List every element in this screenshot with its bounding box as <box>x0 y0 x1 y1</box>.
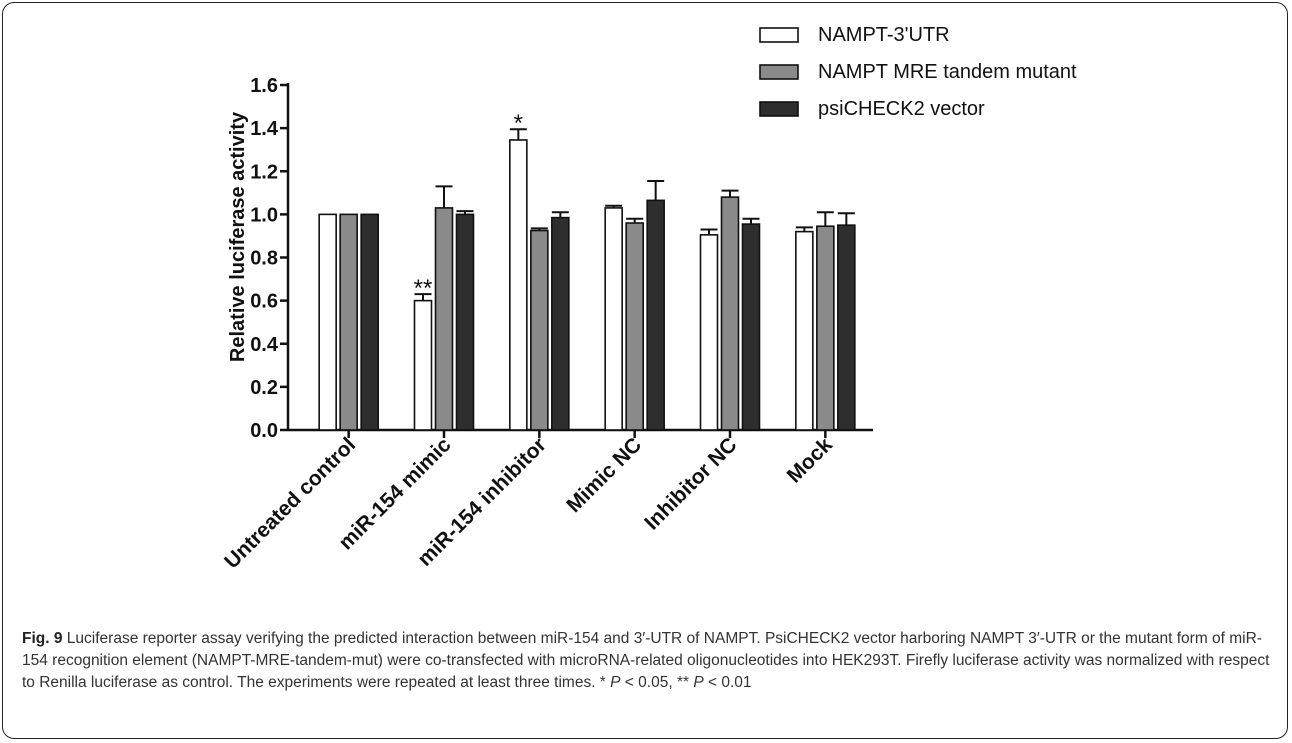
bar <box>795 230 814 431</box>
x-tick-label: Untreated control <box>220 433 360 573</box>
significance-mark: * <box>514 110 523 137</box>
bar <box>720 196 740 431</box>
bar <box>625 222 644 431</box>
bar-chart: 0.0 0.2 0.4 0.6 0.8 1.0 1.2 1.4 1.6 Untreated co… <box>220 24 1077 573</box>
bar <box>646 199 665 431</box>
y-tick-label: 0.6 <box>250 291 278 313</box>
y-tick-label: 0.4 <box>250 334 279 356</box>
bars <box>318 128 856 431</box>
bar <box>741 223 761 431</box>
bar <box>816 225 835 431</box>
x-tick-label: Mimic NC <box>562 433 646 517</box>
significance-mark: ** <box>414 275 433 302</box>
legend-label: NAMPT-3'UTR <box>818 24 950 46</box>
bar <box>509 139 528 431</box>
legend-label: psiCHECK2 vector <box>818 98 985 120</box>
y-tick-label: 1.0 <box>250 204 278 226</box>
x-tick-label: Inhibitor NC <box>640 433 741 534</box>
legend-swatch <box>759 27 799 43</box>
bar <box>699 234 719 431</box>
bar <box>339 213 358 431</box>
y-tick-label: 1.6 <box>250 75 278 97</box>
y-tick-label: 0.8 <box>250 248 278 270</box>
bar <box>318 213 337 431</box>
caption-text: Luciferase reporter assay verifying the … <box>22 630 1270 691</box>
caption-p1-value: < 0.05, ** <box>620 674 694 691</box>
bar <box>434 207 454 431</box>
bar <box>551 216 570 431</box>
y-tick-label: 1.4 <box>250 118 279 140</box>
caption-label: Fig. 9 <box>22 630 63 647</box>
y-tick-label: 1.2 <box>250 161 278 183</box>
caption-p2-value: < 0.01 <box>703 674 752 691</box>
caption-p1-symbol: P <box>610 674 621 691</box>
legend-label: NAMPT MRE tandem mutant <box>818 61 1077 83</box>
x-tick-label: Mock <box>783 433 837 487</box>
y-tick-label: 0.2 <box>250 377 278 399</box>
y-axis: 0.0 0.2 0.4 0.6 0.8 1.0 1.2 1.4 1.6 <box>250 75 290 442</box>
legend: NAMPT-3'UTR NAMPT MRE tandem mutant psiCHE… <box>759 24 1077 120</box>
caption-p2-symbol: P <box>693 674 704 691</box>
legend-swatch <box>759 101 799 117</box>
legend-swatch <box>759 64 799 80</box>
y-axis-label: Relative luciferase activity <box>227 111 249 362</box>
bar <box>413 299 433 431</box>
y-tick-label: 0.0 <box>250 420 278 442</box>
bar <box>360 213 379 431</box>
significance-annotations: *** <box>414 110 523 302</box>
bar <box>837 224 856 431</box>
bar <box>530 229 549 431</box>
figure-caption: Fig. 9 Luciferase reporter assay verifyi… <box>22 628 1272 694</box>
bar <box>604 207 623 431</box>
bar <box>455 213 475 431</box>
